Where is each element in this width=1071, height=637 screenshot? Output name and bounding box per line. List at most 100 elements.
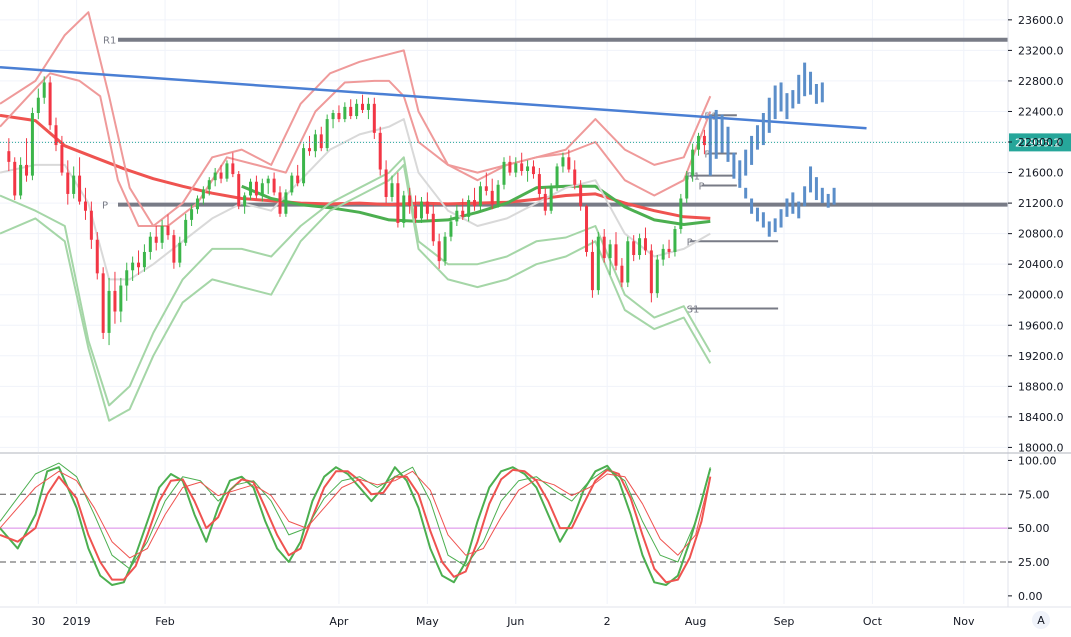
candle-body xyxy=(60,145,64,173)
price-tick-label: 22400.0 xyxy=(1018,105,1064,118)
candle-body xyxy=(343,106,347,120)
candle-body xyxy=(231,163,235,175)
candle-body xyxy=(184,219,188,243)
price-tick-label: 22000.0 xyxy=(1018,136,1064,149)
oscillator-line xyxy=(0,468,712,584)
candle-body xyxy=(19,164,23,196)
candle-body xyxy=(331,113,335,120)
candle-body xyxy=(101,273,105,333)
candle-body xyxy=(7,151,11,162)
time-tick-label: Apr xyxy=(329,615,349,628)
candle-body xyxy=(384,169,388,197)
last-price-value: 21995.2 xyxy=(1015,136,1061,149)
candle-body xyxy=(390,183,394,197)
candle-body xyxy=(579,184,583,207)
time-tick-label: Jun xyxy=(506,615,524,628)
candle-body xyxy=(502,161,506,185)
candle-body xyxy=(590,251,594,291)
pivot-label: P xyxy=(704,149,710,160)
candle-body xyxy=(107,290,111,333)
candle-body xyxy=(443,236,447,262)
candle-body xyxy=(148,236,152,252)
candle-body xyxy=(284,192,288,214)
candle-body xyxy=(396,183,400,223)
candle-body xyxy=(537,174,541,194)
time-tick-label: 30 xyxy=(31,615,45,628)
candle-body xyxy=(478,186,482,207)
pivot-label: P xyxy=(687,237,693,248)
candle-body xyxy=(13,161,17,196)
oscillator-pane xyxy=(0,462,1008,586)
auto-scale-button[interactable]: A xyxy=(1032,611,1050,629)
candle-body xyxy=(567,157,571,170)
price-tick-label: 21600.0 xyxy=(1018,167,1064,180)
candle-body xyxy=(178,242,182,263)
candle-body xyxy=(608,244,612,259)
candle-body xyxy=(219,172,223,179)
candle-body xyxy=(549,186,553,211)
candle-body xyxy=(555,166,559,187)
osc-tick-label: 50.00 xyxy=(1018,522,1050,535)
candle-body xyxy=(166,226,170,236)
candle-body xyxy=(543,193,547,211)
candle-body xyxy=(508,161,512,173)
candle-body xyxy=(278,192,282,214)
candle-body xyxy=(190,209,194,220)
candle-body xyxy=(431,213,435,242)
price-axis[interactable]: 23600.0 23200.0 22800.0 22400.0 22000.0 21600… xyxy=(1008,14,1064,455)
price-tick-label: 23600.0 xyxy=(1018,14,1064,27)
candle-body xyxy=(632,241,636,256)
candle-body xyxy=(514,163,518,173)
candle-body xyxy=(561,157,565,167)
candle-body xyxy=(201,189,205,199)
time-tick-label: Nov xyxy=(953,615,975,628)
oscillator-axis[interactable]: 100.00 75.00 50.00 25.00 0.00 xyxy=(1008,454,1057,603)
candle-body xyxy=(355,103,359,117)
trendline[interactable] xyxy=(0,65,867,130)
last-price-badge xyxy=(1009,133,1071,152)
candle-body xyxy=(213,172,217,181)
time-tick-label: Oct xyxy=(863,615,883,628)
grid-lines xyxy=(0,0,1008,604)
candle-body xyxy=(402,195,406,223)
osc-tick-label: 0.00 xyxy=(1018,590,1043,603)
osc-tick-label: 25.00 xyxy=(1018,556,1050,569)
candle-body xyxy=(225,163,229,179)
candle-body xyxy=(620,265,624,283)
time-axis[interactable]: 30 2019 Feb Apr May Jun 2 Aug Sep Oct Nov xyxy=(31,615,975,628)
candle-body xyxy=(378,132,382,170)
price-tick-label: 23200.0 xyxy=(1018,44,1064,57)
price-tick-label: 18400.0 xyxy=(1018,411,1064,424)
time-tick-label: Sep xyxy=(774,615,795,628)
candle-body xyxy=(260,183,264,196)
candle-body xyxy=(667,248,671,252)
candle-body xyxy=(142,251,146,268)
candle-body xyxy=(425,201,429,214)
indicator-line xyxy=(0,118,711,281)
candle-body xyxy=(673,229,677,252)
candle-body xyxy=(42,82,46,98)
indicator-line xyxy=(0,72,712,227)
price-tick-label: 20000.0 xyxy=(1018,289,1064,302)
auto-scale-label: A xyxy=(1037,614,1045,627)
candle-body xyxy=(490,190,494,205)
candle-body xyxy=(679,198,683,230)
candle-body xyxy=(372,103,376,133)
price-tick-label: 20800.0 xyxy=(1018,228,1064,241)
candle-body xyxy=(697,135,701,150)
time-tick-label: Feb xyxy=(155,615,174,628)
candle-body xyxy=(254,181,258,196)
candle-body xyxy=(319,134,323,149)
candle-body xyxy=(526,166,530,172)
time-tick-label: May xyxy=(416,615,439,628)
candle-body xyxy=(437,241,441,262)
candle-body xyxy=(484,186,488,191)
axes-frame xyxy=(0,0,1071,608)
candle-body xyxy=(66,172,70,194)
pivot-label: R1 xyxy=(103,36,116,47)
candle-body xyxy=(119,285,123,312)
candle-body xyxy=(125,270,129,286)
candle-body xyxy=(160,226,164,243)
candle-body xyxy=(408,195,412,207)
